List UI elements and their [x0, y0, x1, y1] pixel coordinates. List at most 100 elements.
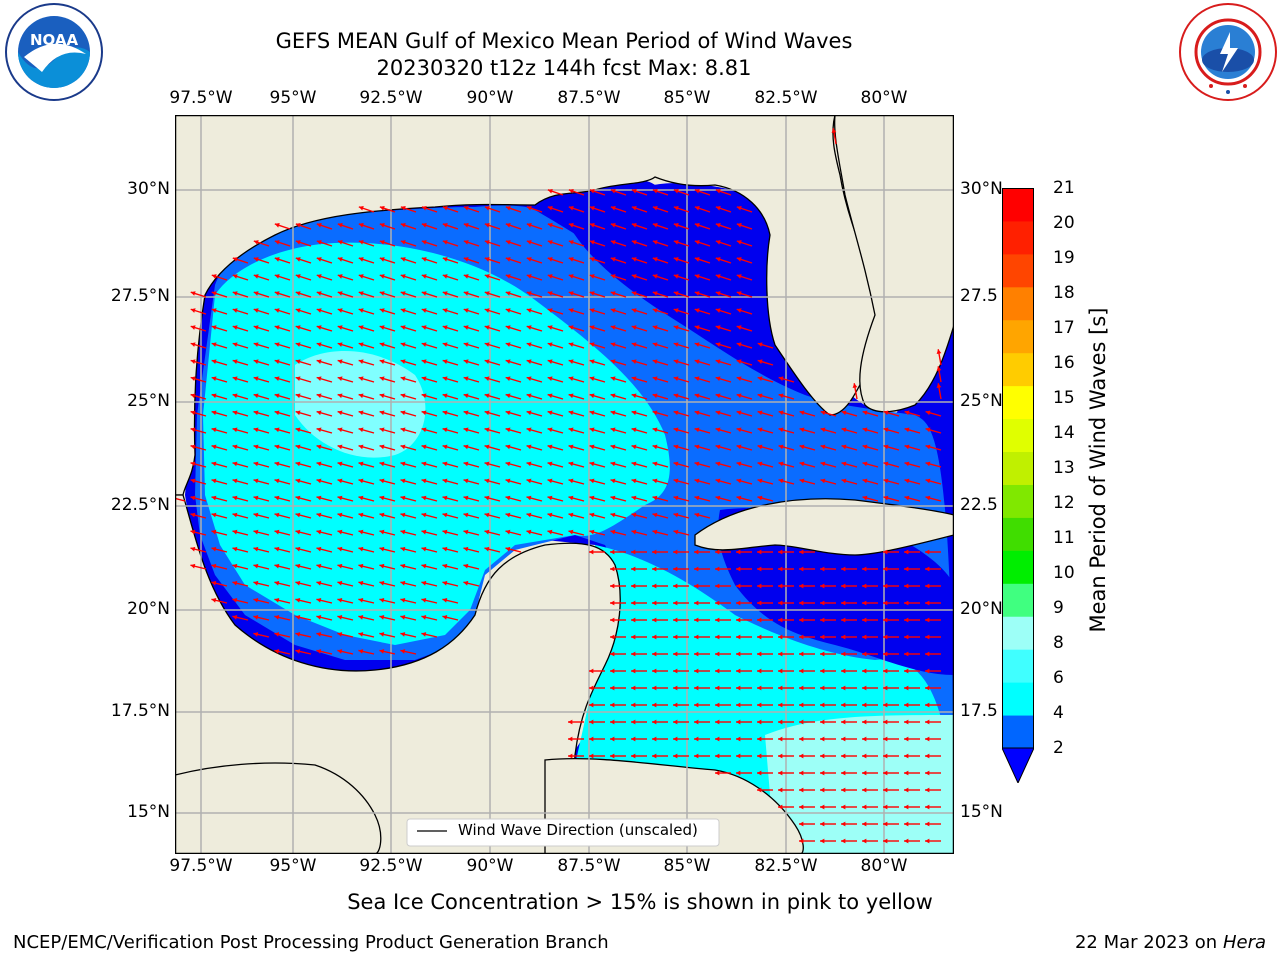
wind-wave-arrow-head	[883, 719, 888, 725]
wind-wave-arrow-head	[295, 291, 301, 296]
wind-wave-arrow-head	[925, 495, 931, 501]
wind-wave-arrow-head	[904, 617, 909, 623]
wind-wave-arrow-head	[673, 376, 679, 382]
wind-wave-arrow-head	[505, 427, 511, 433]
wind-wave-arrow-head	[211, 529, 217, 535]
wind-wave-arrow-head	[232, 478, 238, 484]
wind-wave-arrow-head	[757, 359, 763, 364]
wind-wave-arrow-head	[484, 512, 490, 518]
wind-wave-arrow-head	[505, 461, 511, 467]
wind-wave-arrow-head	[736, 478, 742, 484]
wind-wave-arrow-head	[862, 461, 868, 467]
wind-wave-arrow-head	[505, 240, 511, 245]
colorbar-tick: 2	[1053, 738, 1064, 758]
wind-wave-arrow-head	[715, 410, 721, 416]
wind-wave-arrow-head	[757, 444, 763, 450]
wind-wave-arrow-head	[484, 427, 490, 433]
wind-wave-arrow-head	[400, 649, 406, 654]
wind-wave-arrow-head	[610, 736, 615, 742]
wind-wave-arrow-head	[736, 461, 742, 467]
wind-wave-arrow-head	[274, 393, 280, 399]
wind-wave-arrow-head	[820, 838, 825, 844]
wind-wave-arrow-head	[589, 549, 594, 555]
wind-wave-arrow-head	[757, 770, 762, 776]
wind-wave-arrow-head	[652, 600, 657, 606]
wind-wave-arrow-head	[841, 702, 846, 708]
wind-wave-arrow-head	[526, 206, 532, 211]
colorbar-segment	[1002, 385, 1034, 420]
wind-wave-arrow-head	[316, 359, 322, 364]
wind-wave-arrow-head	[715, 461, 721, 467]
lat-tick-left: 22.5°N	[110, 495, 170, 515]
wind-wave-arrow-head	[463, 274, 469, 279]
wind-wave-arrow-head	[400, 223, 406, 228]
colorbar-tick: 6	[1053, 668, 1064, 688]
wind-wave-arrow-head	[589, 393, 595, 399]
wind-wave-arrow-head	[673, 600, 678, 606]
wind-wave-arrow-head	[589, 736, 594, 742]
wind-wave-arrow-head	[589, 668, 594, 674]
chart-subtitle: 20230320 t12z 144h fcst Max: 8.81	[376, 56, 752, 80]
wind-wave-arrow-head	[610, 444, 616, 450]
wind-wave-arrow-head	[841, 685, 846, 691]
wind-wave-arrow-head	[568, 342, 574, 347]
colorbar-segment	[1002, 286, 1034, 321]
wind-wave-arrow-head	[526, 444, 532, 450]
wind-wave-arrow-head	[694, 736, 699, 742]
colorbar-tick: 18	[1053, 283, 1075, 303]
wind-wave-arrow-head	[316, 223, 322, 228]
wind-wave-arrow-head	[673, 188, 679, 194]
wind-wave-arrow-head	[799, 753, 804, 759]
colorbar-tick: 16	[1053, 353, 1075, 373]
wind-wave-arrow-head	[715, 495, 721, 501]
wind-wave-arrow-head	[694, 291, 700, 296]
wind-wave-arrow-head	[736, 444, 742, 450]
wind-wave-arrow-head	[421, 461, 427, 467]
wind-wave-arrow-head	[925, 770, 930, 776]
wind-wave-arrow-head	[463, 325, 469, 330]
lat-tick-left: 30°N	[127, 179, 170, 199]
wind-wave-arrow-head	[925, 668, 930, 674]
wind-wave-arrow-head	[778, 478, 784, 484]
wind-wave-arrow-head	[421, 274, 427, 279]
wind-wave-arrow-head	[904, 410, 910, 416]
wind-wave-arrow-head	[631, 529, 637, 535]
wind-wave-arrow-head	[421, 410, 427, 416]
wind-wave-arrow-head	[274, 512, 280, 518]
wind-wave-arrow-head	[862, 736, 867, 742]
wind-wave-arrow-head	[673, 549, 678, 555]
wind-wave-arrow-head	[925, 600, 930, 606]
wind-wave-arrow-head	[505, 308, 511, 313]
wind-wave-arrow-head	[337, 597, 343, 603]
wind-wave-arrow-head	[631, 495, 637, 501]
wind-wave-arrow-head	[715, 188, 721, 194]
wind-wave-arrow-head	[505, 529, 511, 535]
wind-wave-arrow-head	[505, 206, 511, 211]
wind-wave-arrow-head	[484, 274, 490, 279]
colorbar-segment	[1002, 220, 1034, 255]
wind-wave-arrow-head	[736, 291, 742, 296]
map-panel: Wind Wave Direction (unscaled)	[175, 115, 954, 854]
wind-wave-arrow-head	[316, 393, 322, 399]
wind-wave-arrow-head	[757, 566, 762, 572]
wind-wave-arrow-head	[820, 566, 825, 572]
wind-wave-arrow-head	[736, 770, 741, 776]
wind-wave-arrow-head	[631, 702, 636, 708]
wind-wave-arrow-head	[274, 495, 280, 501]
wind-wave-arrow-head	[232, 495, 238, 501]
wind-wave-arrow-head	[295, 495, 301, 501]
wind-wave-arrow-head	[736, 651, 741, 657]
colorbar-segment	[1002, 517, 1034, 551]
wind-wave-arrow-head	[652, 617, 657, 623]
wind-wave-arrow-head	[253, 342, 259, 347]
wind-wave-arrow-head	[799, 444, 805, 450]
wind-wave-arrow-head	[652, 393, 658, 399]
wind-wave-arrow-head	[904, 770, 909, 776]
wind-wave-arrow-head	[610, 427, 616, 433]
wind-wave-arrow-head	[442, 495, 448, 501]
wind-wave-arrow-head	[904, 685, 909, 691]
wind-wave-arrow-head	[484, 478, 490, 484]
wind-wave-arrow-head	[673, 240, 679, 245]
wind-wave-arrow-head	[589, 461, 595, 467]
wind-wave-arrow-head	[820, 753, 825, 759]
